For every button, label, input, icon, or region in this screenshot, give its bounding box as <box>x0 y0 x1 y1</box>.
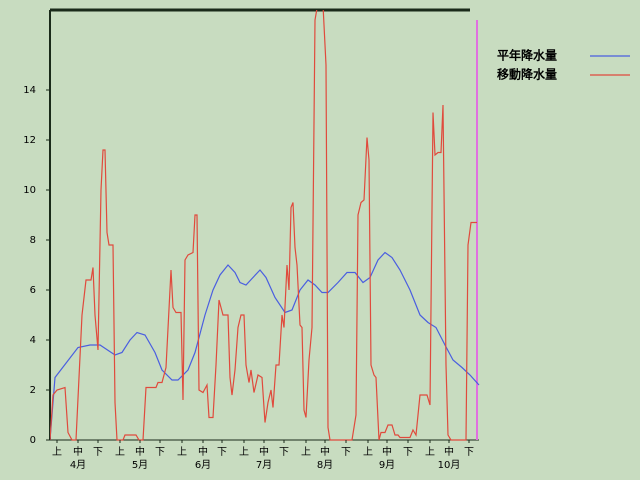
y-tick-label: 0 <box>30 435 36 446</box>
month-label: 7月 <box>256 459 272 471</box>
series-line <box>50 10 477 441</box>
x-tick-label: 中 <box>382 445 392 458</box>
x-tick-label: 上 <box>363 446 373 458</box>
legend-label: 移動降水量 <box>497 67 557 82</box>
month-label: 5月 <box>132 459 148 471</box>
month-label: 9月 <box>379 459 395 471</box>
plot-area <box>50 10 480 441</box>
x-tick-label: 下 <box>217 447 227 458</box>
y-tick-label: 4 <box>30 335 36 346</box>
legend-label: 平年降水量 <box>497 48 557 63</box>
y-tick-label: 2 <box>30 385 36 396</box>
y-tick-label: 10 <box>23 185 36 196</box>
x-tick-label: 上 <box>52 446 62 458</box>
month-label: 8月 <box>317 459 333 471</box>
month-label: 6月 <box>195 459 211 471</box>
x-tick-label: 上 <box>177 446 187 458</box>
x-tick-label: 下 <box>464 447 474 458</box>
x-tick-label: 中 <box>259 445 269 458</box>
x-tick-label: 上 <box>301 446 311 458</box>
x-tick-label: 上 <box>239 446 249 458</box>
x-tick-label: 下 <box>403 447 413 458</box>
x-tick-label: 中 <box>320 445 330 458</box>
y-tick-label: 8 <box>30 235 36 246</box>
y-tick-label: 12 <box>23 135 36 146</box>
y-tick-label: 14 <box>23 85 36 96</box>
x-tick-label: 中 <box>444 445 454 458</box>
x-tick-label: 下 <box>155 447 165 458</box>
x-tick-label: 上 <box>425 446 435 458</box>
y-tick-label: 6 <box>30 285 36 296</box>
x-tick-label: 下 <box>341 447 351 458</box>
month-label: 4月 <box>70 459 86 471</box>
x-tick-label: 中 <box>73 445 83 458</box>
x-tick-label: 上 <box>115 446 125 458</box>
x-tick-label: 中 <box>198 445 208 458</box>
series-line <box>50 251 480 441</box>
month-label: 10月 <box>438 459 461 471</box>
x-tick-label: 下 <box>93 447 103 458</box>
x-tick-label: 中 <box>135 445 145 458</box>
x-tick-label: 下 <box>279 447 289 458</box>
